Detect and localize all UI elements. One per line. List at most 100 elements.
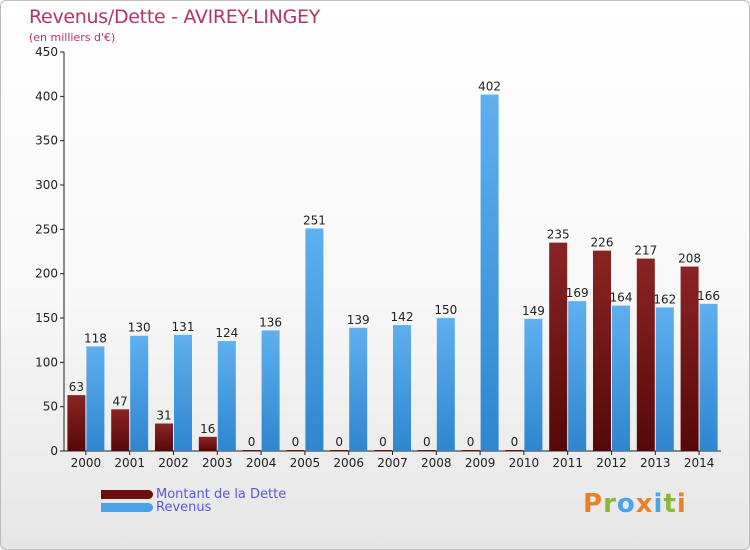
- y-tick-label: 350: [35, 134, 58, 148]
- bar-dette: [636, 258, 655, 451]
- logo-letter: r: [603, 489, 617, 519]
- bar-revenus: [305, 228, 324, 451]
- data-label-revenus: 149: [522, 304, 545, 318]
- y-tick-label: 100: [35, 355, 58, 369]
- bar-dette: [242, 450, 261, 451]
- bars: [67, 94, 718, 451]
- data-label-dette: 0: [335, 435, 343, 449]
- bar-revenus: [568, 301, 587, 451]
- legend-label-revenus: Revenus: [156, 499, 212, 515]
- legend: Montant de la Dette Revenus: [101, 486, 286, 515]
- bar-revenus: [174, 334, 192, 451]
- logo-letter: x: [635, 489, 654, 519]
- data-label-revenus: 131: [172, 320, 195, 334]
- data-label-dette: 0: [467, 435, 475, 449]
- y-tick-label: 450: [35, 45, 58, 59]
- x-tick-label: 2009: [465, 456, 496, 470]
- bar-revenus: [393, 325, 411, 451]
- bar-dette: [549, 242, 568, 451]
- data-label-revenus: 162: [653, 292, 676, 306]
- bar-dette: [286, 450, 305, 451]
- legend-item-dette: Montant de la Dette: [101, 486, 286, 502]
- bar-dette: [67, 395, 86, 451]
- data-label-dette: 0: [511, 435, 519, 449]
- x-tick-label: 2006: [333, 456, 364, 470]
- bar-revenus: [261, 330, 280, 451]
- data-label-revenus: 124: [215, 326, 238, 340]
- data-label-revenus: 164: [610, 291, 633, 305]
- x-tick-label: 2004: [246, 456, 277, 470]
- x-tick-label: 2002: [158, 456, 189, 470]
- y-tick-label: 150: [35, 311, 58, 325]
- bar-revenus: [699, 303, 718, 451]
- bar-revenus: [217, 341, 236, 451]
- proxiti-logo: Proxiti: [583, 489, 687, 519]
- data-label-dette: 31: [156, 409, 171, 423]
- y-tick-label: 200: [35, 267, 58, 281]
- bar-revenus: [130, 335, 149, 451]
- data-label-revenus: 402: [478, 80, 501, 94]
- data-label-dette: 0: [292, 435, 300, 449]
- chart-title: Revenus/Dette - AVIREY-LINGEY: [29, 6, 321, 28]
- data-label-dette: 63: [69, 380, 84, 394]
- data-label-dette: 226: [591, 236, 614, 250]
- data-label-revenus: 130: [128, 321, 151, 335]
- legend-swatch-revenus: [101, 502, 153, 512]
- bar-revenus: [436, 318, 455, 451]
- bar-revenus: [612, 305, 630, 451]
- logo-letter: t: [663, 489, 677, 519]
- data-label-revenus: 118: [84, 331, 107, 345]
- data-label-revenus: 139: [347, 313, 370, 327]
- data-label-revenus: 251: [303, 213, 326, 227]
- x-tick-label: 2001: [114, 456, 145, 470]
- data-label-dette: 235: [547, 228, 570, 242]
- x-tick-label: 2012: [596, 456, 627, 470]
- bar-dette: [155, 423, 173, 451]
- bar-dette: [505, 450, 524, 451]
- x-tick-label: 2014: [684, 456, 715, 470]
- bar-dette: [374, 450, 392, 451]
- data-label-dette: 0: [379, 435, 387, 449]
- data-label-dette: 47: [113, 394, 128, 408]
- logo-letter: i: [676, 489, 687, 519]
- y-tick-label: 250: [35, 222, 58, 236]
- x-tick-label: 2005: [290, 456, 321, 470]
- chart-subtitle: (en milliers d'€): [29, 31, 116, 44]
- legend-item-revenus: Revenus: [101, 499, 286, 515]
- x-tick-label: 2007: [377, 456, 408, 470]
- bar-dette: [330, 450, 349, 451]
- data-label-dette: 208: [678, 252, 701, 266]
- x-tick-label: 2013: [640, 456, 671, 470]
- legend-swatch-dette: [101, 489, 153, 499]
- bar-dette: [111, 409, 130, 451]
- logo-letter: o: [616, 489, 636, 519]
- bar-revenus: [349, 327, 368, 451]
- y-tick-label: 400: [35, 89, 58, 103]
- logo-letter: i: [653, 489, 664, 519]
- data-label-dette: 0: [423, 435, 431, 449]
- data-label-dette: 0: [248, 435, 256, 449]
- data-label-revenus: 142: [391, 310, 414, 324]
- data-label-revenus: 166: [697, 289, 720, 303]
- bar-dette: [461, 450, 480, 451]
- data-label-dette: 16: [200, 422, 215, 436]
- bar-revenus: [86, 346, 105, 451]
- bar-revenus: [480, 94, 499, 451]
- x-tick-label: 2010: [509, 456, 540, 470]
- data-labels: 63 118 47 130 31 131 16 124 0 136 0 251 0 139 0 142 0 150…: [69, 80, 720, 449]
- x-tick-label: 2003: [202, 456, 233, 470]
- bar-dette: [417, 450, 436, 451]
- bar-dette: [680, 266, 699, 451]
- legend-label-dette: Montant de la Dette: [156, 486, 287, 502]
- bar-dette: [198, 436, 217, 451]
- axes: 0 50 100 150 200 250 300 350 400 450 2000 2001 2002 2…: [35, 45, 721, 470]
- x-tick-label: 2011: [552, 456, 583, 470]
- bar-dette: [593, 250, 611, 451]
- data-label-revenus: 169: [566, 286, 589, 300]
- logo-letter: P: [583, 489, 604, 519]
- x-tick-label: 2000: [71, 456, 102, 470]
- data-label-dette: 217: [634, 244, 657, 258]
- y-tick-label: 300: [35, 178, 58, 192]
